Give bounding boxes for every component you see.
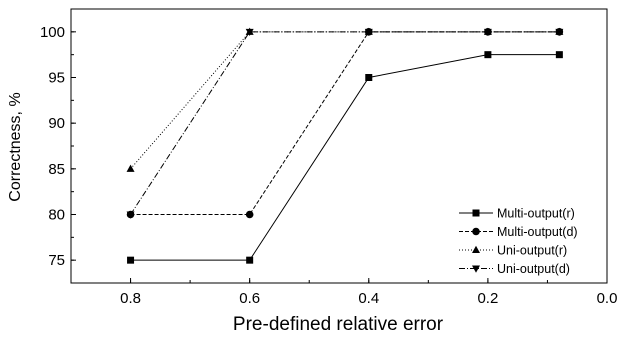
series-line bbox=[130, 31, 560, 215]
series-uni-output-r bbox=[126, 27, 564, 172]
y-tick-label: 85 bbox=[48, 161, 65, 178]
legend-marker bbox=[472, 209, 480, 217]
data-point bbox=[364, 28, 373, 37]
data-point bbox=[484, 51, 492, 59]
data-point bbox=[555, 51, 563, 59]
series-line bbox=[130, 31, 560, 170]
legend-marker bbox=[472, 265, 480, 273]
legend-label: Multi-output(d) bbox=[497, 225, 578, 239]
y-axis: 75 80 85 90 95 100 bbox=[40, 8, 76, 284]
series-line bbox=[130, 54, 560, 261]
data-point bbox=[245, 28, 254, 37]
plot-border bbox=[70, 8, 608, 284]
data-point bbox=[126, 164, 135, 172]
data-point bbox=[365, 74, 373, 81]
x-tick-label: 0.6 bbox=[239, 290, 260, 307]
y-axis-title: Correctness, % bbox=[7, 92, 24, 201]
series-multi-output-d bbox=[126, 28, 564, 219]
legend-label: Uni-output(d) bbox=[497, 262, 570, 276]
data-point bbox=[246, 256, 254, 264]
data-point bbox=[483, 28, 492, 37]
series-line bbox=[130, 31, 560, 215]
x-tick-label: 0.8 bbox=[120, 290, 141, 307]
y-tick-label: 90 bbox=[48, 115, 65, 132]
legend-label: Uni-output(r) bbox=[497, 244, 567, 258]
legend-label: Multi-output(r) bbox=[497, 207, 575, 221]
data-point bbox=[127, 256, 135, 264]
legend-marker bbox=[472, 245, 480, 253]
data-point bbox=[126, 211, 135, 219]
plot-frame bbox=[70, 8, 608, 284]
x-axis-title: Pre-defined relative error bbox=[233, 314, 444, 335]
x-tick-label: 0.0 bbox=[597, 290, 618, 307]
x-axis: 0.8 0.6 0.4 0.2 0.0 bbox=[70, 278, 618, 307]
series-multi-output-r bbox=[127, 51, 563, 264]
x-tick-label: 0.2 bbox=[477, 290, 498, 307]
data-point bbox=[555, 28, 564, 37]
data-point bbox=[245, 210, 254, 219]
legend-marker bbox=[472, 227, 480, 236]
x-tick-label: 0.4 bbox=[358, 290, 379, 307]
y-tick-label: 95 bbox=[48, 70, 65, 87]
series-uni-output-d bbox=[126, 28, 564, 219]
y-tick-label: 75 bbox=[48, 252, 65, 269]
series-layer bbox=[126, 27, 564, 264]
y-tick-label: 100 bbox=[40, 24, 65, 41]
legend: Multi-output(r) Multi-output(d) Uni-output… bbox=[459, 207, 578, 276]
y-tick-label: 80 bbox=[48, 207, 65, 224]
